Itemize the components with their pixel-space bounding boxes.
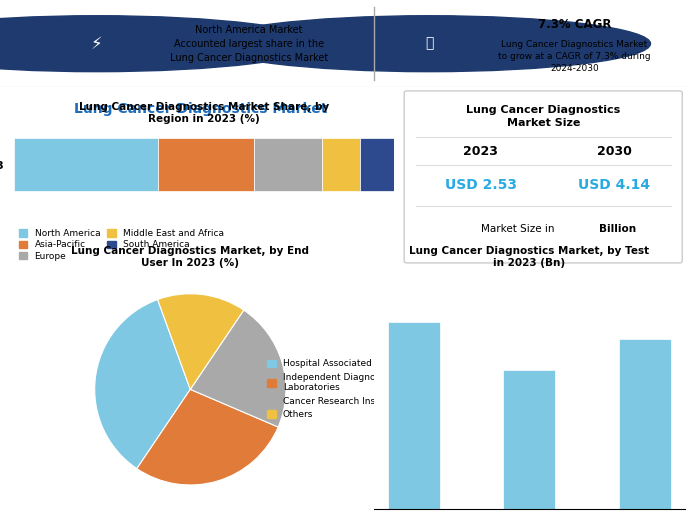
Bar xyxy=(14,138,158,191)
Text: Market Size in: Market Size in xyxy=(481,224,558,234)
Text: Lung Cancer Diagnostics Market
to grow at a CAGR of 7.3% during
2024-2030: Lung Cancer Diagnostics Market to grow a… xyxy=(498,41,650,73)
Text: ⚡: ⚡ xyxy=(91,34,102,53)
Bar xyxy=(254,138,322,191)
Text: Billion: Billion xyxy=(599,224,636,234)
Text: 🔥: 🔥 xyxy=(425,36,433,51)
Wedge shape xyxy=(190,310,286,427)
Bar xyxy=(503,370,556,509)
Text: Lung Cancer Diagnostics Market: Lung Cancer Diagnostics Market xyxy=(74,102,327,116)
Wedge shape xyxy=(95,300,190,469)
Text: USD 2.53: USD 2.53 xyxy=(445,178,517,192)
Bar xyxy=(322,138,361,191)
Title: Lung Cancer Diagnostics Market, by Test
in 2023 (Bn): Lung Cancer Diagnostics Market, by Test … xyxy=(409,246,650,268)
Title: Lung Cancer Diagnostics Market, by End
User In 2023 (%): Lung Cancer Diagnostics Market, by End U… xyxy=(71,246,309,268)
Legend: Hospital Associated Labs, Independent Diagnostic
Laboratories, Cancer Research I: Hospital Associated Labs, Independent Di… xyxy=(266,358,406,420)
Text: USD 4.14: USD 4.14 xyxy=(578,178,650,192)
Text: North America Market
Accounted largest share in the
Lung Cancer Diagnostics Mark: North America Market Accounted largest s… xyxy=(170,25,328,63)
Bar xyxy=(388,322,440,509)
Wedge shape xyxy=(137,390,278,485)
Wedge shape xyxy=(158,294,244,390)
Bar xyxy=(619,339,671,509)
Text: 2030: 2030 xyxy=(597,145,632,158)
Legend: North America, Asia-Pacific, Europe, Middle East and Africa, South America: North America, Asia-Pacific, Europe, Mid… xyxy=(19,228,225,262)
Circle shape xyxy=(0,16,318,71)
Text: 2023: 2023 xyxy=(464,145,498,158)
Text: Lung Cancer Diagnostics
Market Size: Lung Cancer Diagnostics Market Size xyxy=(466,105,620,128)
Bar xyxy=(361,138,394,191)
FancyBboxPatch shape xyxy=(404,91,682,263)
Bar xyxy=(158,138,254,191)
Circle shape xyxy=(208,16,650,71)
Title: Lung Cancer Diagnostics Market Share, by
Region in 2023 (%): Lung Cancer Diagnostics Market Share, by… xyxy=(79,102,329,124)
Text: 7.3% CAGR: 7.3% CAGR xyxy=(538,18,611,31)
